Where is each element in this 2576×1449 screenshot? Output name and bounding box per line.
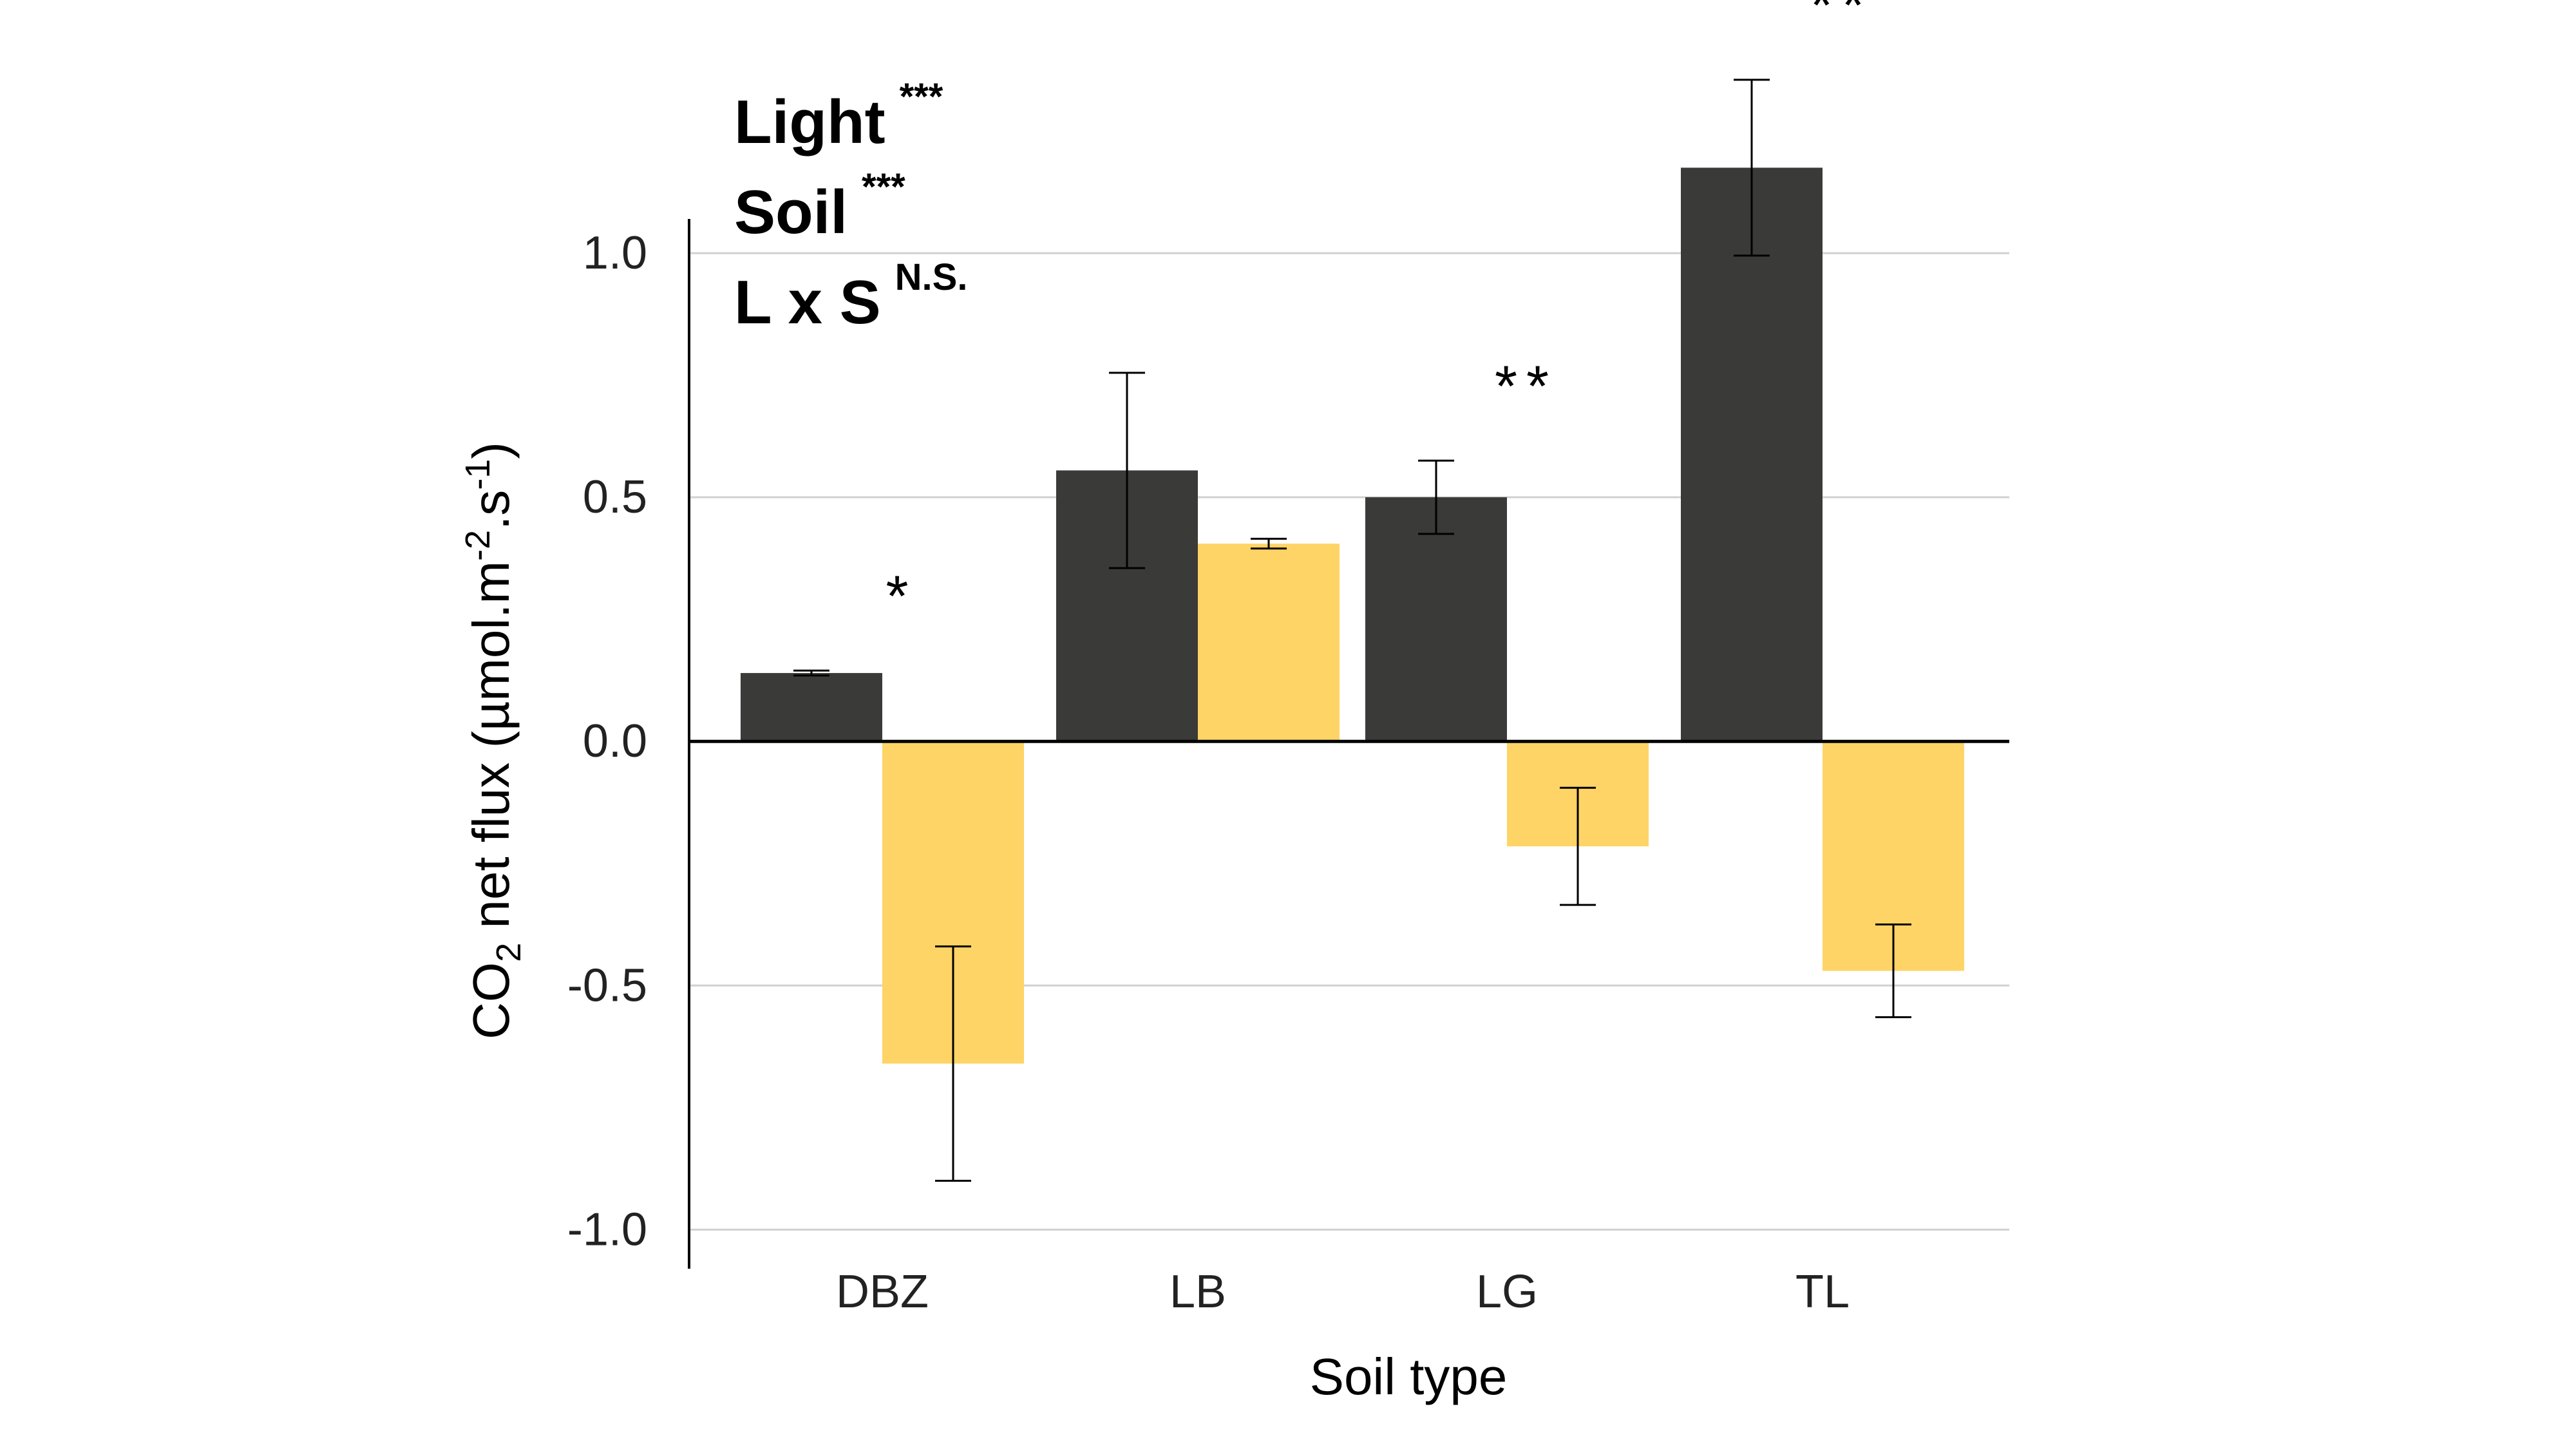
y-tick-label: -1.0	[567, 1204, 647, 1255]
x-tick-label: TL	[1795, 1266, 1850, 1318]
bar	[1365, 497, 1507, 742]
bar	[741, 673, 882, 742]
stat-interaction: L x S N.S.	[734, 256, 967, 337]
y-tick-label: 0.0	[583, 715, 647, 767]
x-tick-label: DBZ	[836, 1266, 929, 1318]
significance-mark: **	[1495, 354, 1558, 419]
error-bars	[793, 79, 1911, 1182]
axes	[688, 219, 2009, 1269]
significance-mark: *	[886, 564, 917, 629]
y-tick-label: 0.5	[583, 471, 647, 523]
significance-marks: *****	[886, 0, 1873, 629]
bar	[1681, 167, 1823, 742]
bars	[741, 167, 1964, 1064]
x-tick-labels: DBZ LB LG TL	[836, 1266, 1850, 1318]
stat-soil: Soil ***	[734, 166, 905, 247]
y-tick-labels: 1.0 0.5 0.0 -0.5 -1.0	[567, 227, 647, 1255]
stat-light: Light ***	[734, 76, 943, 156]
significance-mark: **	[1810, 0, 1873, 38]
x-tick-label: LG	[1476, 1266, 1538, 1318]
bar	[1198, 544, 1340, 742]
x-axis-title: Soil type	[1310, 1348, 1508, 1405]
anova-summary: Light *** Soil *** L x S N.S.	[734, 76, 967, 337]
x-tick-label: LB	[1170, 1266, 1226, 1318]
y-tick-label: 1.0	[583, 227, 647, 279]
y-tick-label: -0.5	[567, 960, 647, 1011]
y-axis-title: CO2 net flux (µmol.m-2.s-1)	[459, 442, 528, 1039]
